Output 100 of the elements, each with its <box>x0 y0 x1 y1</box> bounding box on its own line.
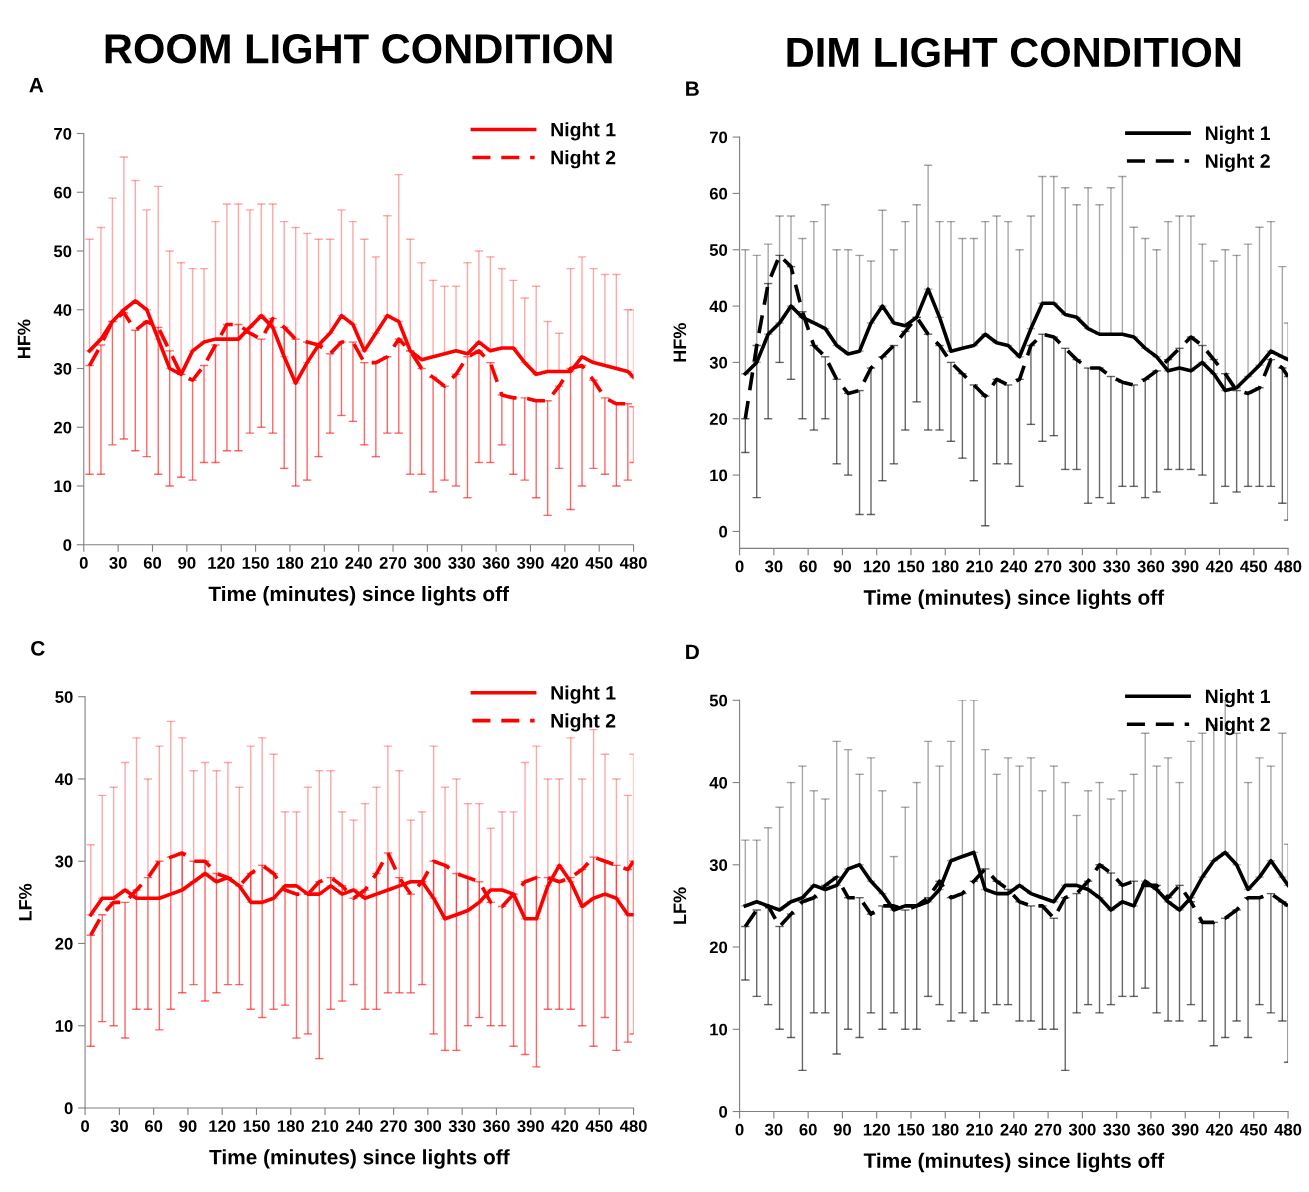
x-axis-title: Time (minutes) since lights off <box>209 1149 510 1169</box>
x-tick-label: 240 <box>1000 1123 1028 1136</box>
legend-label: Night 2 <box>1205 716 1270 736</box>
y-tick-label: 10 <box>54 480 72 493</box>
x-tick-label: 420 <box>551 556 579 569</box>
x-tick-label: 150 <box>243 1120 270 1133</box>
x-tick-label: 30 <box>110 1120 128 1133</box>
y-tick-label: 50 <box>53 245 72 258</box>
x-tick-label: 450 <box>1240 1123 1267 1136</box>
x-tick-label: 180 <box>932 1123 959 1136</box>
y-tick-label: 40 <box>709 776 728 789</box>
x-tick-label: 0 <box>735 560 744 573</box>
x-tick-label: 90 <box>833 1123 852 1136</box>
x-tick-label: 60 <box>144 1120 163 1133</box>
x-tick-label: 360 <box>1137 1123 1165 1136</box>
y-tick-label: 40 <box>55 773 73 786</box>
legend-label: Night 1 <box>551 685 616 704</box>
x-tick-label: 90 <box>833 560 852 573</box>
y-tick-label: 20 <box>54 421 72 434</box>
x-tick-label: 450 <box>585 1120 613 1133</box>
x-tick-label: 330 <box>448 1120 476 1133</box>
y-tick-label: 30 <box>55 855 73 868</box>
x-tick-label: 30 <box>764 1123 783 1136</box>
y-tick-label: 50 <box>709 244 728 256</box>
x-tick-label: 390 <box>1171 1123 1199 1136</box>
x-tick-label: 120 <box>863 1123 890 1136</box>
text: ROOM LIGHT CONDITION <box>105 34 612 64</box>
x-tick-label: 210 <box>966 1123 993 1136</box>
x-tick-label: 330 <box>1103 560 1130 573</box>
y-tick-label: 40 <box>709 300 728 313</box>
x-tick-label: 180 <box>932 560 959 573</box>
legend-label: Night 2 <box>551 713 616 732</box>
x-tick-label: 30 <box>764 560 783 573</box>
x-tick-label: 270 <box>1034 560 1062 573</box>
x-tick-label: 0 <box>79 556 88 569</box>
y-tick-label: 40 <box>53 304 72 316</box>
y-axis-title: HF% <box>673 323 687 362</box>
x-tick-label: 30 <box>109 556 127 569</box>
x-tick-label: 480 <box>619 556 647 569</box>
x-tick-label: 150 <box>242 556 269 569</box>
x-tick-label: 450 <box>585 556 613 569</box>
y-tick-label: 30 <box>709 859 728 872</box>
text: DIM LIGHT CONDITION <box>787 37 1241 68</box>
x-tick-label: 300 <box>414 1120 442 1133</box>
x-tick-label: 120 <box>208 556 235 569</box>
x-axis-title: Time (minutes) since lights off <box>863 1152 1165 1173</box>
x-tick-label: 420 <box>1205 560 1233 573</box>
y-tick-label: 50 <box>709 694 728 707</box>
x-tick-label: 0 <box>81 1120 90 1133</box>
x-axis-title: Time (minutes) since lights off <box>208 585 510 606</box>
x-tick-label: 120 <box>863 560 890 573</box>
x-tick-label: 420 <box>551 1120 579 1133</box>
x-tick-label: 450 <box>1240 560 1267 573</box>
y-axis-title: HF% <box>17 319 31 358</box>
y-tick-label: 70 <box>54 127 72 140</box>
y-tick-label: 0 <box>719 525 728 538</box>
x-tick-label: 210 <box>310 556 338 569</box>
y-tick-label: 30 <box>53 362 72 375</box>
x-tick-label: 330 <box>448 556 475 569</box>
x-tick-label: 360 <box>482 556 510 569</box>
x-tick-label: 480 <box>619 1120 647 1133</box>
y-tick-label: 30 <box>709 356 728 369</box>
y-tick-label: 50 <box>55 691 73 703</box>
y-tick-label: 20 <box>55 937 73 950</box>
x-tick-label: 270 <box>379 556 407 569</box>
x-tick-label: 360 <box>482 1120 510 1133</box>
legend-label: Night 2 <box>1205 153 1270 172</box>
chart-title: B <box>686 81 699 96</box>
x-tick-label: 180 <box>277 1120 304 1133</box>
y-tick-label: 60 <box>54 186 72 199</box>
x-tick-label: 60 <box>143 556 162 569</box>
y-tick-label: 0 <box>719 1105 728 1118</box>
x-tick-label: 90 <box>179 1120 197 1133</box>
x-tick-label: 150 <box>898 560 925 573</box>
x-tick-label: 240 <box>346 1120 373 1133</box>
x-tick-label: 240 <box>345 556 372 569</box>
x-tick-label: 120 <box>209 1120 236 1133</box>
legend-label: Night 1 <box>1205 689 1271 708</box>
chart-title: A <box>29 77 44 93</box>
y-tick-label: 10 <box>710 1023 728 1036</box>
legend-label: Night 1 <box>1205 125 1271 144</box>
x-tick-label: 240 <box>1000 560 1028 573</box>
x-tick-label: 270 <box>380 1120 407 1133</box>
y-axis-title: LF% <box>673 887 687 924</box>
x-tick-label: 270 <box>1034 1123 1062 1136</box>
y-tick-label: 20 <box>709 413 728 425</box>
x-tick-label: 420 <box>1205 1123 1233 1136</box>
chart-title: D <box>686 644 699 660</box>
legend-label: Night 1 <box>551 122 616 141</box>
y-axis-title: LF% <box>18 883 32 921</box>
y-tick-label: 0 <box>64 1102 73 1115</box>
x-tick-label: 60 <box>799 1123 817 1136</box>
x-tick-label: 390 <box>517 1120 544 1133</box>
y-tick-label: 20 <box>709 941 728 954</box>
y-tick-label: 0 <box>63 539 72 551</box>
x-tick-label: 300 <box>1068 560 1096 573</box>
x-tick-label: 180 <box>277 556 304 569</box>
chart-title: C <box>31 640 45 656</box>
x-tick-label: 480 <box>1274 1123 1302 1136</box>
y-tick-label: 70 <box>709 131 728 144</box>
